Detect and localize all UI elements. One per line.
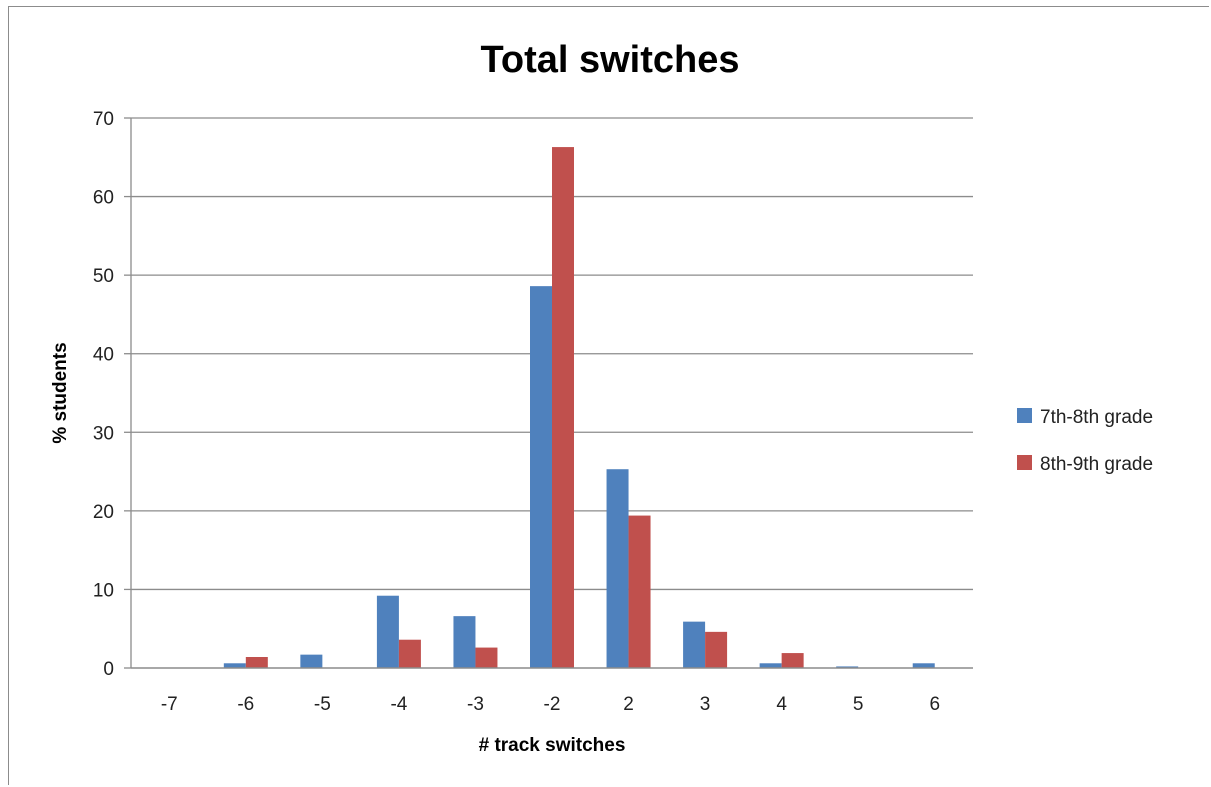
bar-series1: [759, 663, 782, 668]
x-tick-label: -5: [314, 694, 331, 715]
bar-series1: [300, 654, 323, 668]
legend-swatch: [1017, 455, 1032, 470]
bar-series1: [683, 621, 706, 668]
y-tick-label: 0: [103, 659, 114, 680]
legend-label: 7th-8th grade: [1040, 407, 1153, 428]
bar-series2: [552, 147, 574, 669]
y-tick-label: 70: [93, 109, 114, 130]
y-tick-labels: 0 10 20 30 40 50 60 70: [93, 109, 114, 680]
x-tick-labels: -7 -6 -5 -4 -3 -2 2 3 4 5 6: [161, 694, 940, 715]
x-tick-label: -3: [467, 694, 484, 715]
legend-label: 8th-9th grade: [1040, 454, 1153, 475]
y-tick-label: 60: [93, 188, 114, 209]
bar-series2: [628, 515, 651, 668]
bars: [223, 147, 935, 669]
y-axis-title: % students: [50, 342, 71, 443]
y-tick-label: 20: [93, 502, 114, 523]
chart-title: Total switches: [480, 39, 739, 81]
bar-series2: [245, 657, 268, 668]
x-tick-label: 4: [776, 694, 787, 715]
x-tick-label: -7: [161, 694, 178, 715]
y-tick-label: 10: [93, 580, 114, 601]
bar-series2: [398, 639, 421, 668]
bar-series2: [475, 647, 498, 668]
legend-swatch: [1017, 408, 1032, 423]
x-tick-label: 3: [700, 694, 711, 715]
x-tick-label: -2: [544, 694, 561, 715]
x-tick-label: -6: [237, 694, 254, 715]
bar-series1: [912, 663, 935, 668]
y-tick-label: 40: [93, 345, 114, 366]
chart-frame: [8, 6, 1209, 785]
bar-series2: [705, 631, 728, 668]
bar-series1: [453, 616, 476, 668]
y-tick-label: 30: [93, 423, 114, 444]
bar-series2: [781, 653, 804, 668]
bar-series1: [376, 595, 399, 668]
x-tick-label: 2: [623, 694, 634, 715]
x-axis-title: # track switches: [479, 735, 626, 756]
legend: 7th-8th grade 8th-9th grade: [1017, 407, 1153, 475]
x-tick-label: 6: [929, 694, 940, 715]
bar-series1: [223, 663, 246, 668]
x-tick-label: 5: [853, 694, 864, 715]
x-tick-label: -4: [390, 694, 407, 715]
bar-series1: [530, 286, 552, 668]
y-tick-label: 50: [93, 266, 114, 287]
bar-series1: [606, 469, 629, 668]
bar-series1: [836, 666, 859, 668]
